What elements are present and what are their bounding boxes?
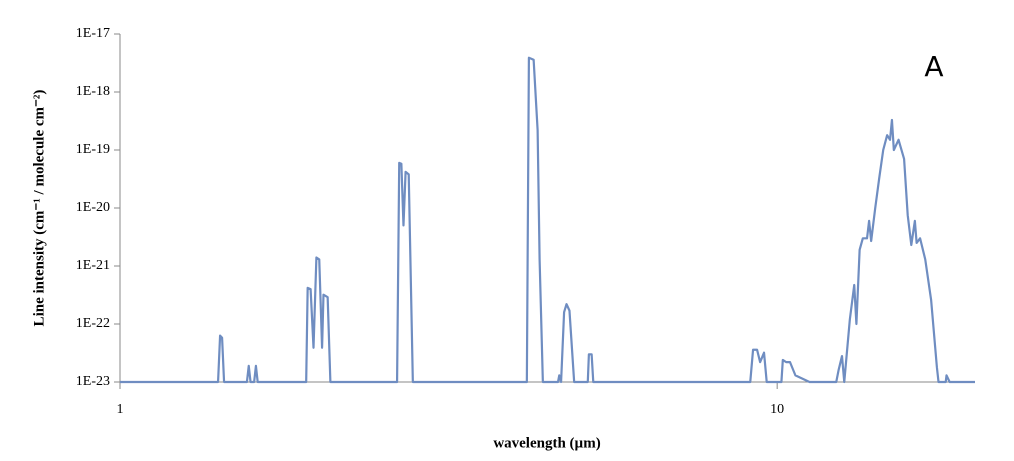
x-axis-label: wavelength (µm): [493, 435, 600, 451]
y-tick-label: 1E-22: [76, 316, 110, 331]
y-tick-label: 1E-19: [76, 142, 110, 157]
y-tick-label: 1E-18: [76, 84, 110, 99]
annotation: A: [924, 50, 943, 83]
y-tick-label: 1E-17: [76, 26, 110, 41]
x-tick-label: 1: [117, 402, 124, 417]
y-axis-label: Line intensity (cm⁻¹ / molecule cm⁻²): [31, 90, 47, 327]
y-tick-label: 1E-23: [76, 374, 110, 389]
data-line: [120, 56, 975, 384]
y-tick-label: 1E-21: [76, 258, 110, 273]
x-tick-label: 10: [770, 402, 784, 417]
y-tick-label: 1E-20: [76, 200, 110, 215]
